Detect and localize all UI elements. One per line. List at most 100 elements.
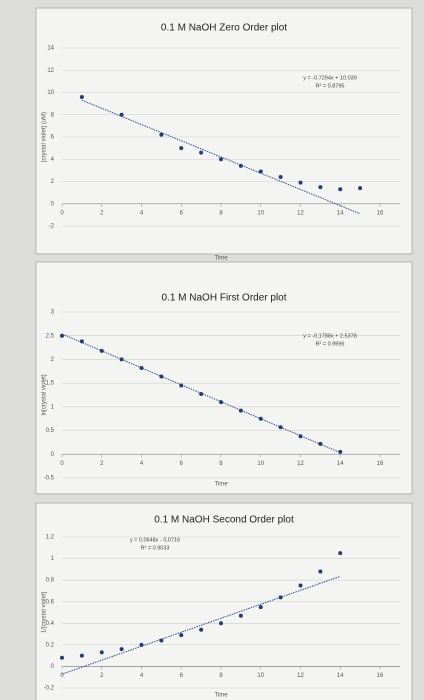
x-axis-label: Time [214,256,228,262]
y-tick-label: -0.5 [44,476,55,482]
y-tick-label: 3 [51,310,55,316]
y-axis-label: ln[crystal violet] [42,374,48,415]
data-point [139,365,144,370]
data-point [278,595,283,600]
data-point [238,408,243,413]
data-point [199,627,204,632]
data-point [298,180,303,185]
data-point [318,185,323,190]
y-axis-label: 1/[crystal violet] [42,592,48,634]
data-point [159,132,164,137]
trendline [61,575,341,675]
data-point [318,441,323,446]
y-tick-label: -2 [49,224,55,230]
x-axis-label: Time [214,482,228,488]
x-tick-label: 8 [219,461,223,467]
y-tick-label: 4 [51,157,55,163]
y-tick-label: 2 [51,357,55,363]
x-tick-label: 2 [100,210,104,216]
data-point [99,650,104,655]
data-point [139,642,144,647]
x-tick-label: 0 [60,673,64,679]
chart-title: 0.1 M NaOH First Order plot [161,293,286,304]
y-tick-label: 0.2 [46,642,55,648]
trendline-equation: y = -0.1788x + 2.5378 [303,333,357,339]
data-point [338,449,343,454]
y-tick-label: 10 [47,90,54,96]
data-point [60,333,64,338]
r-squared: R² = 0.9033 [141,545,170,551]
panel [35,7,413,255]
x-tick-label: 16 [377,461,384,467]
x-tick-label: 10 [257,210,264,216]
data-point [258,605,263,610]
x-tick-label: 16 [377,673,384,679]
data-point [119,357,124,362]
data-point [338,551,343,556]
x-tick-label: 10 [257,673,264,679]
data-point [318,569,323,574]
x-tick-label: 14 [337,210,344,216]
x-tick-label: 6 [180,461,184,467]
y-tick-label: 1.2 [46,535,55,541]
data-point [159,374,164,379]
y-tick-label: 14 [47,46,54,52]
x-tick-label: 6 [180,210,184,216]
data-point [119,112,124,117]
y-axis-label: [crystal violet] (uM) [42,112,48,162]
data-point [358,186,363,191]
data-point [298,583,303,588]
data-point [238,613,243,618]
x-tick-label: 14 [337,461,344,467]
x-tick-label: 2 [100,673,104,679]
data-point [179,383,184,388]
data-point [99,348,104,353]
r-squared: R² = 0.9996 [316,341,345,347]
y-tick-label: 0.5 [46,428,55,434]
data-point [79,94,84,99]
y-tick-label: 0.4 [46,621,55,627]
x-tick-label: 12 [297,673,304,679]
x-tick-label: 4 [140,673,144,679]
data-point [278,425,283,430]
y-tick-label: 8 [51,112,55,118]
y-tick-label: 0 [51,664,55,670]
x-tick-label: 12 [297,210,304,216]
data-point [278,175,283,180]
x-tick-label: 4 [140,210,144,216]
data-point [199,392,204,397]
data-point [119,647,124,652]
x-tick-label: 12 [297,461,304,467]
y-tick-label: 1 [51,404,55,410]
x-tick-label: 2 [100,461,104,467]
data-point [79,339,84,344]
data-point [238,163,243,168]
x-tick-label: 16 [377,210,384,216]
x-tick-label: 6 [180,673,184,679]
data-point [179,146,184,151]
x-axis-label: Time [214,693,228,699]
x-tick-label: 8 [219,673,223,679]
data-point [199,150,204,155]
data-point [298,434,303,439]
y-tick-label: 1 [51,556,55,562]
data-point [179,633,184,638]
y-tick-label: -0.2 [44,686,55,692]
y-tick-label: 2.5 [46,333,55,339]
r-squared: R² = 0.8795 [316,83,345,89]
x-tick-label: 0 [60,461,64,467]
panel [35,261,413,495]
x-tick-label: 14 [337,673,344,679]
x-tick-label: 10 [257,461,264,467]
chart-title: 0.1 M NaOH Second Order plot [154,515,294,526]
y-tick-label: 0.8 [46,578,55,584]
chart-title: 0.1 M NaOH Zero Order plot [161,23,287,34]
x-tick-label: 8 [219,210,223,216]
y-tick-label: 6 [51,135,55,141]
data-point [258,416,263,421]
data-point [60,655,64,660]
data-point [79,653,84,658]
y-tick-label: 0 [51,201,55,207]
y-tick-label: 2 [51,179,55,185]
